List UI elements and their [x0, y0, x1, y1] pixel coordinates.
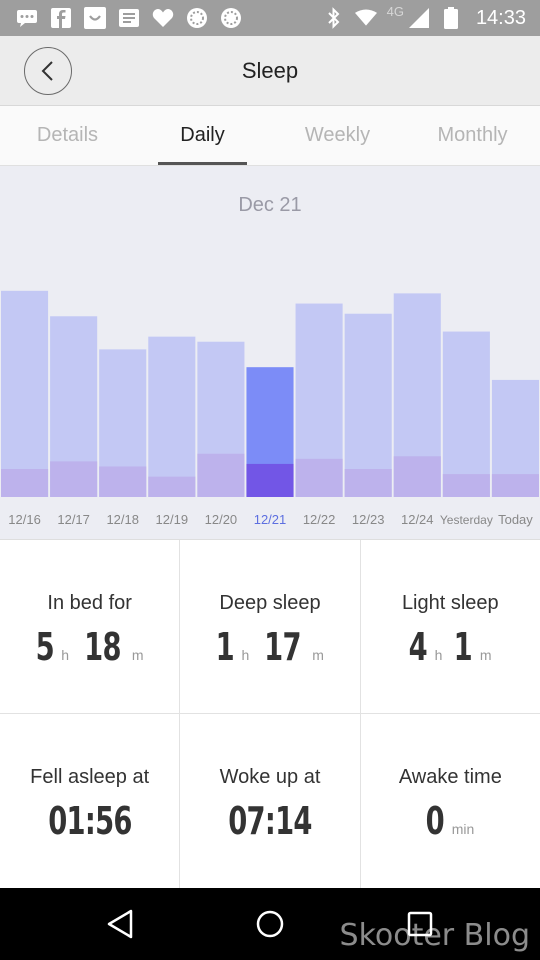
- deep-sleep-bar[interactable]: [491, 474, 539, 497]
- badge-icon: [186, 7, 208, 29]
- stat-number: 07:14: [228, 799, 312, 843]
- total-sleep-bar[interactable]: [148, 336, 196, 497]
- x-tick-label: Yesterday: [440, 513, 493, 527]
- stat-value: 1 h 17 m: [212, 625, 328, 669]
- wifi-icon: [354, 7, 377, 29]
- stat-number: 1: [453, 625, 473, 669]
- stat-fell-asleep: Fell asleep at 01:56: [0, 714, 181, 888]
- bluetooth-icon: [323, 7, 345, 29]
- badge-icon: [220, 7, 242, 29]
- nav-home-button[interactable]: [250, 906, 290, 942]
- total-sleep-bar[interactable]: [1, 290, 49, 497]
- facebook-icon: [50, 7, 72, 29]
- tab-daily[interactable]: Daily: [135, 106, 270, 165]
- page-title: Sleep: [241, 58, 299, 83]
- stat-value: 4 h 1 m: [405, 625, 495, 669]
- stat-awake-time: Awake time 0 min: [361, 714, 540, 888]
- sleep-chart: 12/16 12/17 12/18 12/19 12/20 12/21 12/22 12/23…: [0, 166, 540, 540]
- square-recents-icon: [407, 911, 433, 937]
- stat-in-bed: In bed for 5 h 18 m: [0, 540, 181, 713]
- stat-value: 0 min: [422, 799, 478, 843]
- nav-back-button[interactable]: [100, 906, 140, 942]
- system-nav-bar: Skooter Blog: [0, 888, 540, 960]
- back-button[interactable]: [24, 47, 72, 95]
- stat-label: Fell asleep at: [30, 766, 150, 788]
- tab-weekly[interactable]: Weekly: [304, 124, 371, 146]
- deep-sleep-bar[interactable]: [1, 469, 49, 497]
- deep-sleep-bar[interactable]: [197, 453, 245, 497]
- stats-row: Fell asleep at 01:56 Woke up at 07:14 Aw…: [0, 714, 540, 888]
- stat-value: 5 h 18 m: [32, 625, 148, 669]
- watermark-text: Skooter Blog: [339, 918, 530, 953]
- stat-label: Woke up at: [219, 766, 321, 788]
- deep-sleep-bar[interactable]: [344, 469, 392, 497]
- system-status: 4G 14:33: [323, 3, 526, 30]
- stat-unit: m: [131, 647, 144, 663]
- stat-number: 1: [215, 625, 235, 669]
- deep-sleep-bar[interactable]: [50, 461, 98, 497]
- stats-row: In bed for 5 h 18 m Deep sleep 1 h 17 m …: [0, 540, 540, 714]
- stat-number: 17: [264, 625, 302, 669]
- battery-icon: [440, 7, 462, 29]
- stat-unit: m: [312, 647, 324, 663]
- stat-label: Deep sleep: [219, 592, 321, 614]
- deep-sleep-bar[interactable]: [295, 458, 343, 497]
- sleep-stats: In bed for 5 h 18 m Deep sleep 1 h 17 m …: [0, 540, 540, 888]
- circle-home-icon: [256, 910, 284, 938]
- chevron-left-icon: [41, 61, 53, 81]
- chat-icon: [16, 7, 38, 29]
- stat-number: 0: [425, 799, 445, 843]
- smile-icon: [84, 7, 106, 29]
- heart-icon: [152, 7, 174, 29]
- x-tick-label: 12/23: [352, 512, 385, 527]
- stat-woke-up: Woke up at 07:14: [180, 714, 361, 888]
- stat-label: Light sleep: [401, 592, 499, 614]
- stat-light-sleep: Light sleep 4 h 1 m: [361, 540, 540, 713]
- deep-sleep-bar[interactable]: [99, 466, 147, 497]
- stat-value: 01:56: [42, 799, 138, 843]
- stat-unit: h: [434, 647, 443, 663]
- stat-number: 4: [408, 625, 428, 669]
- stat-number: 18: [84, 625, 121, 669]
- tab-monthly[interactable]: Monthly: [437, 124, 508, 146]
- tab-details[interactable]: Details: [36, 124, 99, 146]
- period-tabs: Details Daily Weekly Monthly: [0, 106, 540, 166]
- app-header: Sleep: [0, 36, 540, 106]
- deep-sleep-bar[interactable]: [246, 463, 294, 497]
- x-tick-label: 12/21: [254, 512, 287, 527]
- news-icon: [118, 7, 140, 29]
- stat-deep-sleep: Deep sleep 1 h 17 m: [180, 540, 361, 713]
- sleep-bar-chart: 12/16 12/17 12/18 12/19 12/20 12/21 12/22 12/23…: [1, 290, 539, 527]
- x-tick-label: 12/22: [303, 512, 336, 527]
- stat-number: 01:56: [47, 799, 132, 843]
- nav-recents-button[interactable]: [400, 906, 440, 942]
- selected-date-label: Dec 21: [238, 194, 302, 216]
- x-tick-label: 12/24: [401, 512, 434, 527]
- clock: 14:33: [475, 6, 526, 29]
- total-sleep-bar[interactable]: [442, 331, 490, 497]
- x-tick-label: Today: [498, 512, 533, 527]
- x-tick-label: 12/20: [205, 512, 238, 527]
- deep-sleep-bar[interactable]: [148, 476, 196, 497]
- status-bar: 4G 14:33: [0, 0, 540, 36]
- signal-icon: [408, 7, 430, 29]
- notification-icons: [16, 7, 242, 29]
- stat-unit: m: [479, 647, 492, 663]
- total-sleep-bar[interactable]: [344, 313, 392, 497]
- stat-value: 07:14: [222, 799, 318, 843]
- triangle-back-icon: [107, 909, 133, 939]
- stat-number: 5: [35, 625, 54, 669]
- stat-label: In bed for: [47, 592, 132, 614]
- deep-sleep-bar[interactable]: [393, 456, 441, 497]
- deep-sleep-bar[interactable]: [442, 474, 490, 497]
- stat-unit: min: [451, 821, 475, 837]
- x-tick-label: 12/17: [57, 512, 90, 527]
- x-tick-label: 12/16: [8, 512, 41, 527]
- stat-unit: h: [241, 647, 250, 663]
- x-tick-label: 12/19: [156, 512, 189, 527]
- network-type: 4G: [386, 3, 404, 19]
- stat-label: Awake time: [398, 766, 502, 788]
- stat-unit: h: [61, 647, 69, 663]
- x-tick-label: 12/18: [106, 512, 139, 527]
